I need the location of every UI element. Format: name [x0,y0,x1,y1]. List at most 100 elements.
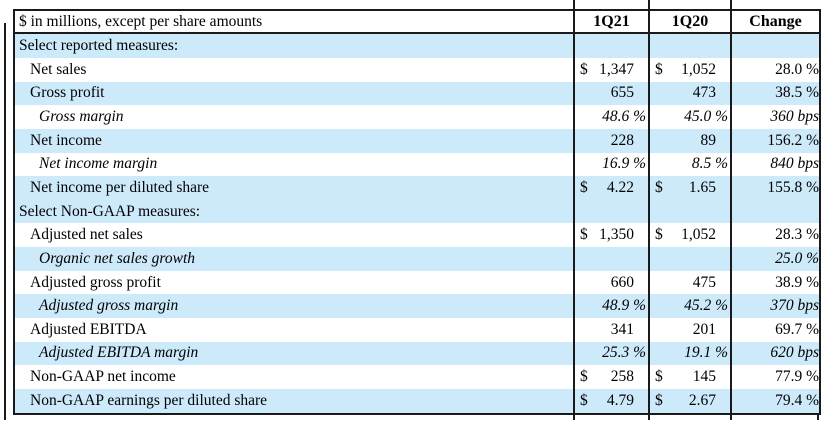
value-1q20: 45.0 % [648,105,731,129]
gridline-stub [573,0,575,9]
table-row: Organic net sales growth 25.0 % [14,247,820,271]
value-change: 620 bps [730,341,820,366]
row-label: Gross profit [30,84,105,102]
column-header-1q21: 1Q21 [573,10,649,34]
gridline-stub [648,413,650,420]
table-row: Adjusted gross profit 660 475 38.9 % [14,270,820,295]
row-label: Non-GAAP net income [30,368,176,386]
financial-highlights-table: $ in millions, except per share amounts … [13,9,821,415]
value-1q21: $4.22 [573,176,649,200]
row-label: Organic net sales growth [39,249,195,267]
value-1q20: 19.1 % [648,341,731,366]
table-row: Adjusted gross margin 48.9 % 45.2 % 370 bps [14,294,820,318]
value-1q20 [648,247,731,271]
value-1q21: 341 [573,318,649,342]
dollar-sign: $ [655,368,663,386]
table-row: Gross profit 655 473 38.5 % [14,81,820,106]
row-label: Net income per diluted share [30,178,210,196]
table-row: Net sales $1,347 $1,052 28.0 % [14,57,820,82]
gridline-stub [730,413,732,420]
table-row: Gross margin 48.6 % 45.0 % 360 bps [14,105,820,129]
value-change: 840 bps [730,152,820,177]
value-change: 79.4 % [730,388,820,414]
value-1q21: 48.6 % [573,105,649,129]
value-1q21: 228 [573,128,649,153]
table-body: Select reported measures: Net sales $1,347… [14,33,820,414]
dollar-sign: $ [655,226,663,244]
dollar-sign: $ [580,391,588,409]
gridline-stub [573,413,575,420]
row-label: Non-GAAP earnings per diluted share [30,391,268,409]
table-row: Adjusted EBITDA margin 25.3 % 19.1 % 620 bp… [14,341,820,366]
row-label: Adjusted net sales [30,226,143,244]
value-1q20: 473 [648,81,731,106]
row-label: Adjusted EBITDA margin [39,344,199,362]
value-1q21 [573,199,649,224]
value-1q21: 655 [573,81,649,106]
table-row: Net income 228 89 156.2 % [14,128,820,153]
value-1q21 [573,247,649,271]
row-label: Adjusted EBITDA [30,320,147,338]
row-label: Select Non-GAAP measures: [19,202,201,220]
value-1q20: $145 [648,365,731,389]
unit-note-header: $ in millions, except per share amounts [14,10,574,34]
value-1q20: 475 [648,270,731,295]
dollar-sign: $ [580,60,588,78]
table-row: Net income per diluted share $4.22 $1.65 15… [14,176,820,200]
value-1q21: $258 [573,365,649,389]
dollar-sign: $ [580,178,588,196]
table-row: Adjusted EBITDA 341 201 69.7 % [14,318,820,342]
value-1q20: $1,052 [648,57,731,82]
dollar-sign: $ [580,368,588,386]
value-change: 28.3 % [730,223,820,248]
value-1q21: 48.9 % [573,294,649,318]
value-1q20: $1.65 [648,176,731,200]
value-change: 25.0 % [730,247,820,271]
column-header-1q20: 1Q20 [648,10,731,34]
row-label: Adjusted gross margin [39,297,179,315]
row-label: Gross margin [39,108,124,126]
value-change: 38.5 % [730,81,820,106]
value-1q20: $1,052 [648,223,731,248]
value-change: 156.2 % [730,128,820,153]
table-row: Non-GAAP earnings per diluted share $4.79… [14,388,820,414]
value-change: 155.8 % [730,176,820,200]
value-1q20: 201 [648,318,731,342]
row-label: Net income margin [39,155,158,173]
column-header-change: Change [730,10,820,34]
value-change: 38.9 % [730,270,820,295]
dollar-sign: $ [655,391,663,409]
gridline-stub [730,0,732,9]
dollar-sign: $ [655,60,663,78]
value-change [730,33,820,58]
value-1q20: 8.5 % [648,152,731,177]
value-1q21: $4.79 [573,388,649,414]
value-1q20: $2.67 [648,388,731,414]
table-header-row: $ in millions, except per share amounts … [14,10,820,34]
value-change: 77.9 % [730,365,820,389]
value-1q20: 89 [648,128,731,153]
value-1q20: 45.2 % [648,294,731,318]
value-change: 69.7 % [730,318,820,342]
value-1q21: $1,350 [573,223,649,248]
value-1q21: $1,347 [573,57,649,82]
table-row: Adjusted net sales $1,350 $1,052 28.3 % [14,223,820,248]
value-1q20 [648,199,731,224]
value-1q21 [573,33,649,58]
value-1q21: 660 [573,270,649,295]
value-change: 28.0 % [730,57,820,82]
value-1q21: 25.3 % [573,341,649,366]
table-row: Select reported measures: [14,33,820,58]
gridline-stub [648,0,650,9]
gridline-stub [817,413,819,420]
row-label: Select reported measures: [19,36,179,54]
row-label: Net income [30,131,102,149]
page-edge-line [4,23,6,420]
value-change: 370 bps [730,294,820,318]
value-change [730,199,820,224]
value-change: 360 bps [730,105,820,129]
row-label: Adjusted gross profit [30,273,161,291]
row-label: Net sales [30,60,87,78]
dollar-sign: $ [580,226,588,244]
